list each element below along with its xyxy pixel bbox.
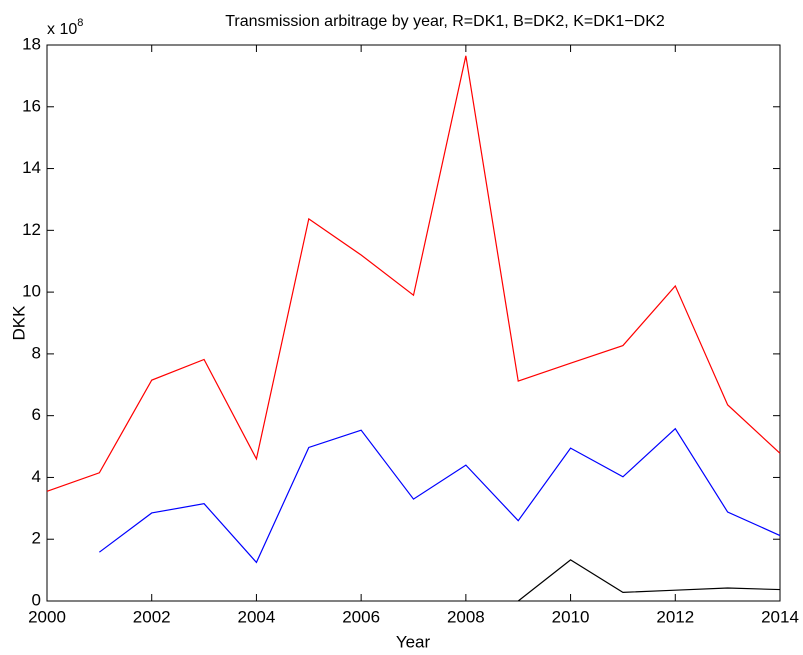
chart-title: Transmission arbitrage by year, R=DK1, B… [225,13,665,30]
x-tick-label: 2004 [238,607,276,626]
series-line [46,55,781,492]
y-tick-label: 2 [32,529,41,548]
x-tick-label: 2012 [656,607,694,626]
y-tick-label: 18 [22,34,41,53]
x-axis-label: Year [396,632,431,651]
y-tick-label: 10 [22,282,41,301]
series-line [517,559,781,602]
x-tick-label: 2010 [552,607,590,626]
x-tick-label: 2000 [28,607,66,626]
y-tick-label: 12 [22,220,41,239]
y-tick-label: 6 [32,405,41,424]
multiplier-base: x 10 [47,21,77,38]
x-tick-label: 2008 [447,607,485,626]
multiplier-exponent: 8 [77,17,83,29]
y-tick-label: 0 [32,590,41,609]
y-tick-label: 14 [22,158,41,177]
y-tick-label: 8 [32,343,41,362]
axis-multiplier: x 108 [47,17,83,38]
y-tick-label: 16 [22,96,41,115]
y-tick-label: 4 [32,467,41,486]
y-axis-label: DKK [9,305,28,341]
x-tick-label: 2014 [761,607,799,626]
x-tick-label: 2002 [133,607,171,626]
series-line [98,427,781,564]
x-tick-label: 2006 [342,607,380,626]
plot-box [46,44,781,602]
